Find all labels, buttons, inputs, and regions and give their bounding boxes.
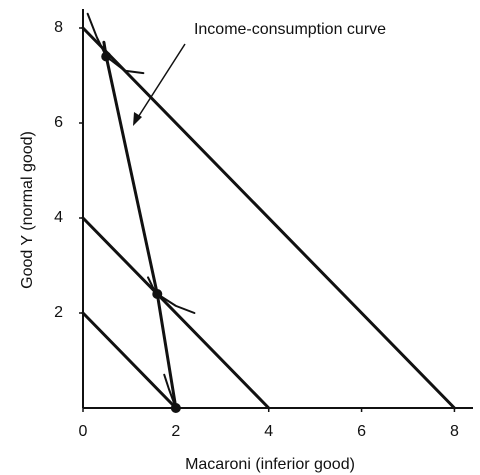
y-tick-label: 2	[54, 304, 63, 321]
point	[152, 289, 163, 299]
annotation-arrow	[134, 43, 186, 123]
x-tick-label: 0	[79, 423, 88, 440]
y-tick-label: 4	[54, 209, 63, 226]
arrow-head	[133, 112, 142, 126]
line	[81, 216, 271, 410]
x-tick-label: 2	[171, 423, 180, 440]
y-tick-label: 6	[54, 114, 63, 131]
point	[170, 403, 181, 413]
y-tick-label: 8	[54, 19, 63, 36]
x-axis-label: Macaroni (inferior good)	[185, 456, 355, 473]
indifference-curve	[163, 373, 177, 409]
point	[101, 51, 112, 62]
x-tick-label: 6	[357, 423, 366, 440]
line	[81, 26, 456, 410]
annotation: Income-consumption curve	[194, 21, 386, 38]
y-axis-label: Good Y (normal good)	[19, 131, 36, 289]
line	[102, 40, 178, 410]
line	[81, 311, 178, 410]
x-tick-label: 4	[264, 423, 273, 440]
x-tick-label: 8	[450, 423, 459, 440]
